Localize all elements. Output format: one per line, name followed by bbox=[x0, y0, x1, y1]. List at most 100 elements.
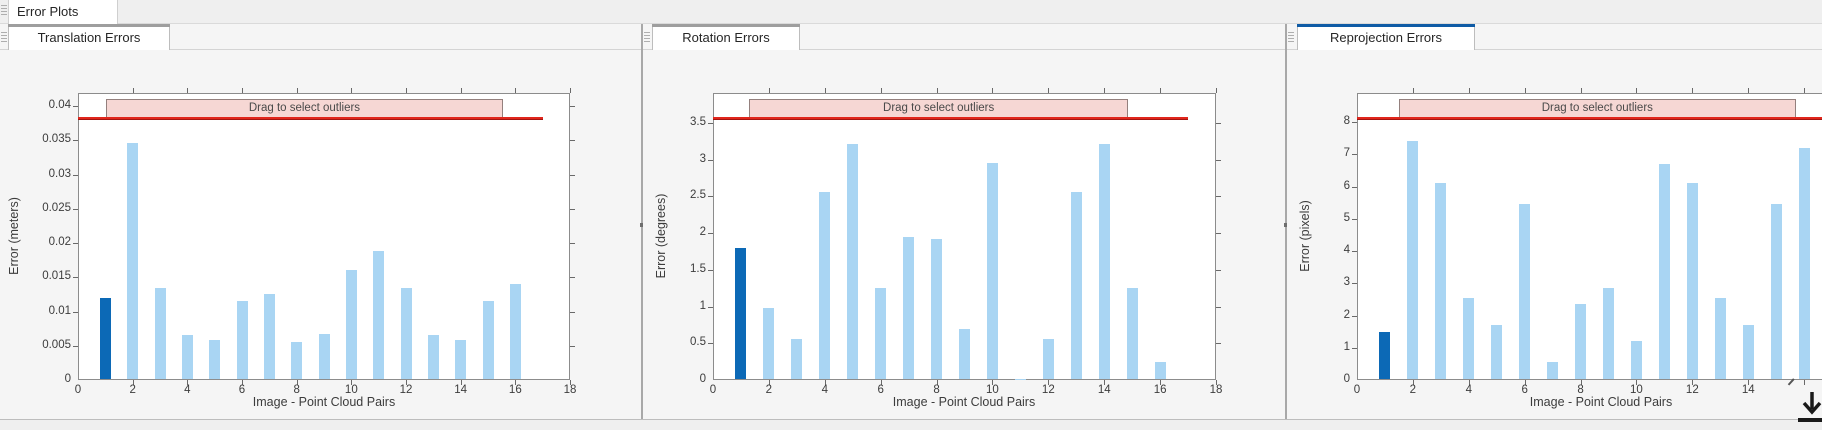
bar[interactable] bbox=[291, 342, 303, 379]
y-tick-mark bbox=[1352, 218, 1357, 220]
x-tick-label: 6 bbox=[238, 384, 246, 396]
bar[interactable] bbox=[791, 338, 803, 379]
bar[interactable] bbox=[1491, 325, 1503, 379]
bar[interactable] bbox=[1714, 297, 1726, 379]
bar[interactable] bbox=[99, 297, 111, 379]
bar[interactable] bbox=[263, 293, 275, 379]
x-tick-label: 0 bbox=[1353, 384, 1361, 396]
bar[interactable] bbox=[847, 143, 859, 379]
bar[interactable] bbox=[1435, 183, 1447, 379]
tab-error-plots[interactable]: Error Plots bbox=[8, 0, 118, 24]
x-tick-mark bbox=[1160, 380, 1162, 385]
x-tick-mark-top bbox=[824, 88, 826, 93]
bar[interactable] bbox=[1407, 141, 1419, 379]
x-tick-mark-top bbox=[1524, 88, 1526, 93]
drag-grip-icon[interactable] bbox=[1, 32, 8, 48]
panel-splitter[interactable] bbox=[640, 24, 644, 419]
bar[interactable] bbox=[509, 284, 521, 379]
bar[interactable] bbox=[1603, 288, 1614, 379]
bar[interactable] bbox=[345, 270, 357, 379]
splitter-grip-icon bbox=[1284, 223, 1288, 227]
bar[interactable] bbox=[236, 300, 248, 379]
y-tick-label: 2 bbox=[1343, 308, 1350, 321]
bar[interactable] bbox=[875, 288, 887, 379]
bar[interactable] bbox=[819, 192, 831, 379]
bar[interactable] bbox=[1630, 341, 1642, 379]
x-tick-label: 18 bbox=[1209, 384, 1223, 396]
threshold-line[interactable] bbox=[1357, 117, 1822, 121]
bar[interactable] bbox=[931, 239, 943, 379]
bar[interactable] bbox=[482, 300, 494, 379]
drag-grip-icon[interactable] bbox=[644, 32, 651, 48]
x-tick-label: 14 bbox=[454, 384, 468, 396]
x-tick-label: 10 bbox=[1630, 384, 1643, 396]
y-tick-mark bbox=[73, 140, 78, 142]
bar[interactable] bbox=[455, 340, 467, 379]
x-tick-label: 6 bbox=[1521, 384, 1528, 396]
bar[interactable] bbox=[1098, 143, 1110, 379]
x-tick-mark-top bbox=[1104, 88, 1106, 93]
y-tick-label: 0.04 bbox=[48, 99, 71, 111]
tab-translation-errors[interactable]: Translation Errors bbox=[8, 24, 170, 50]
y-tick-mark bbox=[73, 243, 78, 244]
bar[interactable] bbox=[373, 250, 385, 379]
outlier-select-overlay[interactable]: Drag to select outliers bbox=[1398, 99, 1796, 119]
bar[interactable] bbox=[959, 328, 970, 379]
y-tick-mark bbox=[1352, 347, 1357, 349]
y-tick-label: 3 bbox=[1343, 276, 1350, 289]
tab-label: Reprojection Errors bbox=[1297, 27, 1475, 50]
bar[interactable] bbox=[735, 247, 747, 379]
x-tick-mark-top bbox=[570, 88, 571, 93]
bar[interactable] bbox=[1798, 147, 1810, 379]
bar[interactable] bbox=[127, 143, 139, 379]
bar[interactable] bbox=[1575, 304, 1587, 379]
x-tick-mark-top bbox=[1160, 88, 1162, 93]
bar[interactable] bbox=[1770, 204, 1782, 379]
drag-grip-icon[interactable] bbox=[1288, 32, 1295, 48]
bar[interactable] bbox=[181, 334, 193, 379]
bar[interactable] bbox=[400, 287, 412, 379]
y-axis-label: Error (degrees) bbox=[654, 193, 668, 279]
panel-splitter[interactable] bbox=[1284, 24, 1288, 419]
bar[interactable] bbox=[1463, 297, 1475, 379]
bar[interactable] bbox=[318, 334, 330, 379]
export-button[interactable] bbox=[1797, 391, 1822, 429]
y-tick-label: 5 bbox=[1343, 211, 1350, 224]
tab-rotation-errors[interactable]: Rotation Errors bbox=[652, 24, 800, 50]
tab-accent bbox=[652, 24, 800, 27]
x-tick-mark bbox=[992, 380, 994, 385]
bar[interactable] bbox=[427, 334, 439, 379]
outlier-select-overlay[interactable]: Drag to select outliers bbox=[105, 99, 504, 118]
axes-rotation-errors[interactable]: 0 2 4 6 8 10 12 14 16 18 0 0.5 1 1.5 2 2.5 3 3.5 Drag to s… bbox=[643, 24, 1285, 419]
bar[interactable] bbox=[1154, 361, 1166, 379]
drag-grip-icon[interactable] bbox=[1, 5, 8, 19]
bar[interactable] bbox=[763, 308, 775, 379]
outlier-select-overlay[interactable]: Drag to select outliers bbox=[749, 99, 1128, 118]
bar[interactable] bbox=[903, 236, 915, 379]
x-tick-label: 2 bbox=[1409, 384, 1417, 396]
tab-reprojection-errors[interactable]: Reprojection Errors bbox=[1297, 24, 1475, 50]
bar[interactable] bbox=[1070, 192, 1082, 379]
y-tick-mark bbox=[73, 277, 78, 279]
bar[interactable] bbox=[1042, 338, 1054, 379]
threshold-line[interactable] bbox=[78, 116, 543, 120]
bar[interactable] bbox=[154, 287, 166, 379]
x-tick-mark bbox=[296, 380, 298, 385]
splitter-grip-icon bbox=[640, 223, 644, 227]
bar[interactable] bbox=[1742, 325, 1754, 379]
bar[interactable] bbox=[1379, 331, 1391, 379]
x-tick-mark bbox=[1412, 380, 1414, 385]
bar[interactable] bbox=[986, 162, 998, 379]
threshold-line[interactable] bbox=[713, 116, 1189, 120]
axes-translation-errors[interactable]: 0 2 4 6 8 10 12 14 16 18 0 0.005 0.01 0.015 0.02 0.025 0… bbox=[0, 24, 641, 419]
x-tick-mark bbox=[242, 380, 243, 385]
bar[interactable] bbox=[1547, 362, 1559, 379]
axes-reprojection-errors[interactable]: 0 2 4 6 8 10 12 14 0 1 2 3 4 5 6 7 8 Drag to select outli… bbox=[1287, 24, 1822, 419]
bar[interactable] bbox=[1519, 204, 1531, 379]
x-tick-label: 4 bbox=[184, 384, 191, 396]
bar[interactable] bbox=[209, 340, 221, 379]
bar[interactable] bbox=[1686, 183, 1698, 379]
bar[interactable] bbox=[1126, 288, 1138, 379]
y-tick-mark bbox=[73, 174, 78, 176]
bar[interactable] bbox=[1658, 163, 1670, 379]
